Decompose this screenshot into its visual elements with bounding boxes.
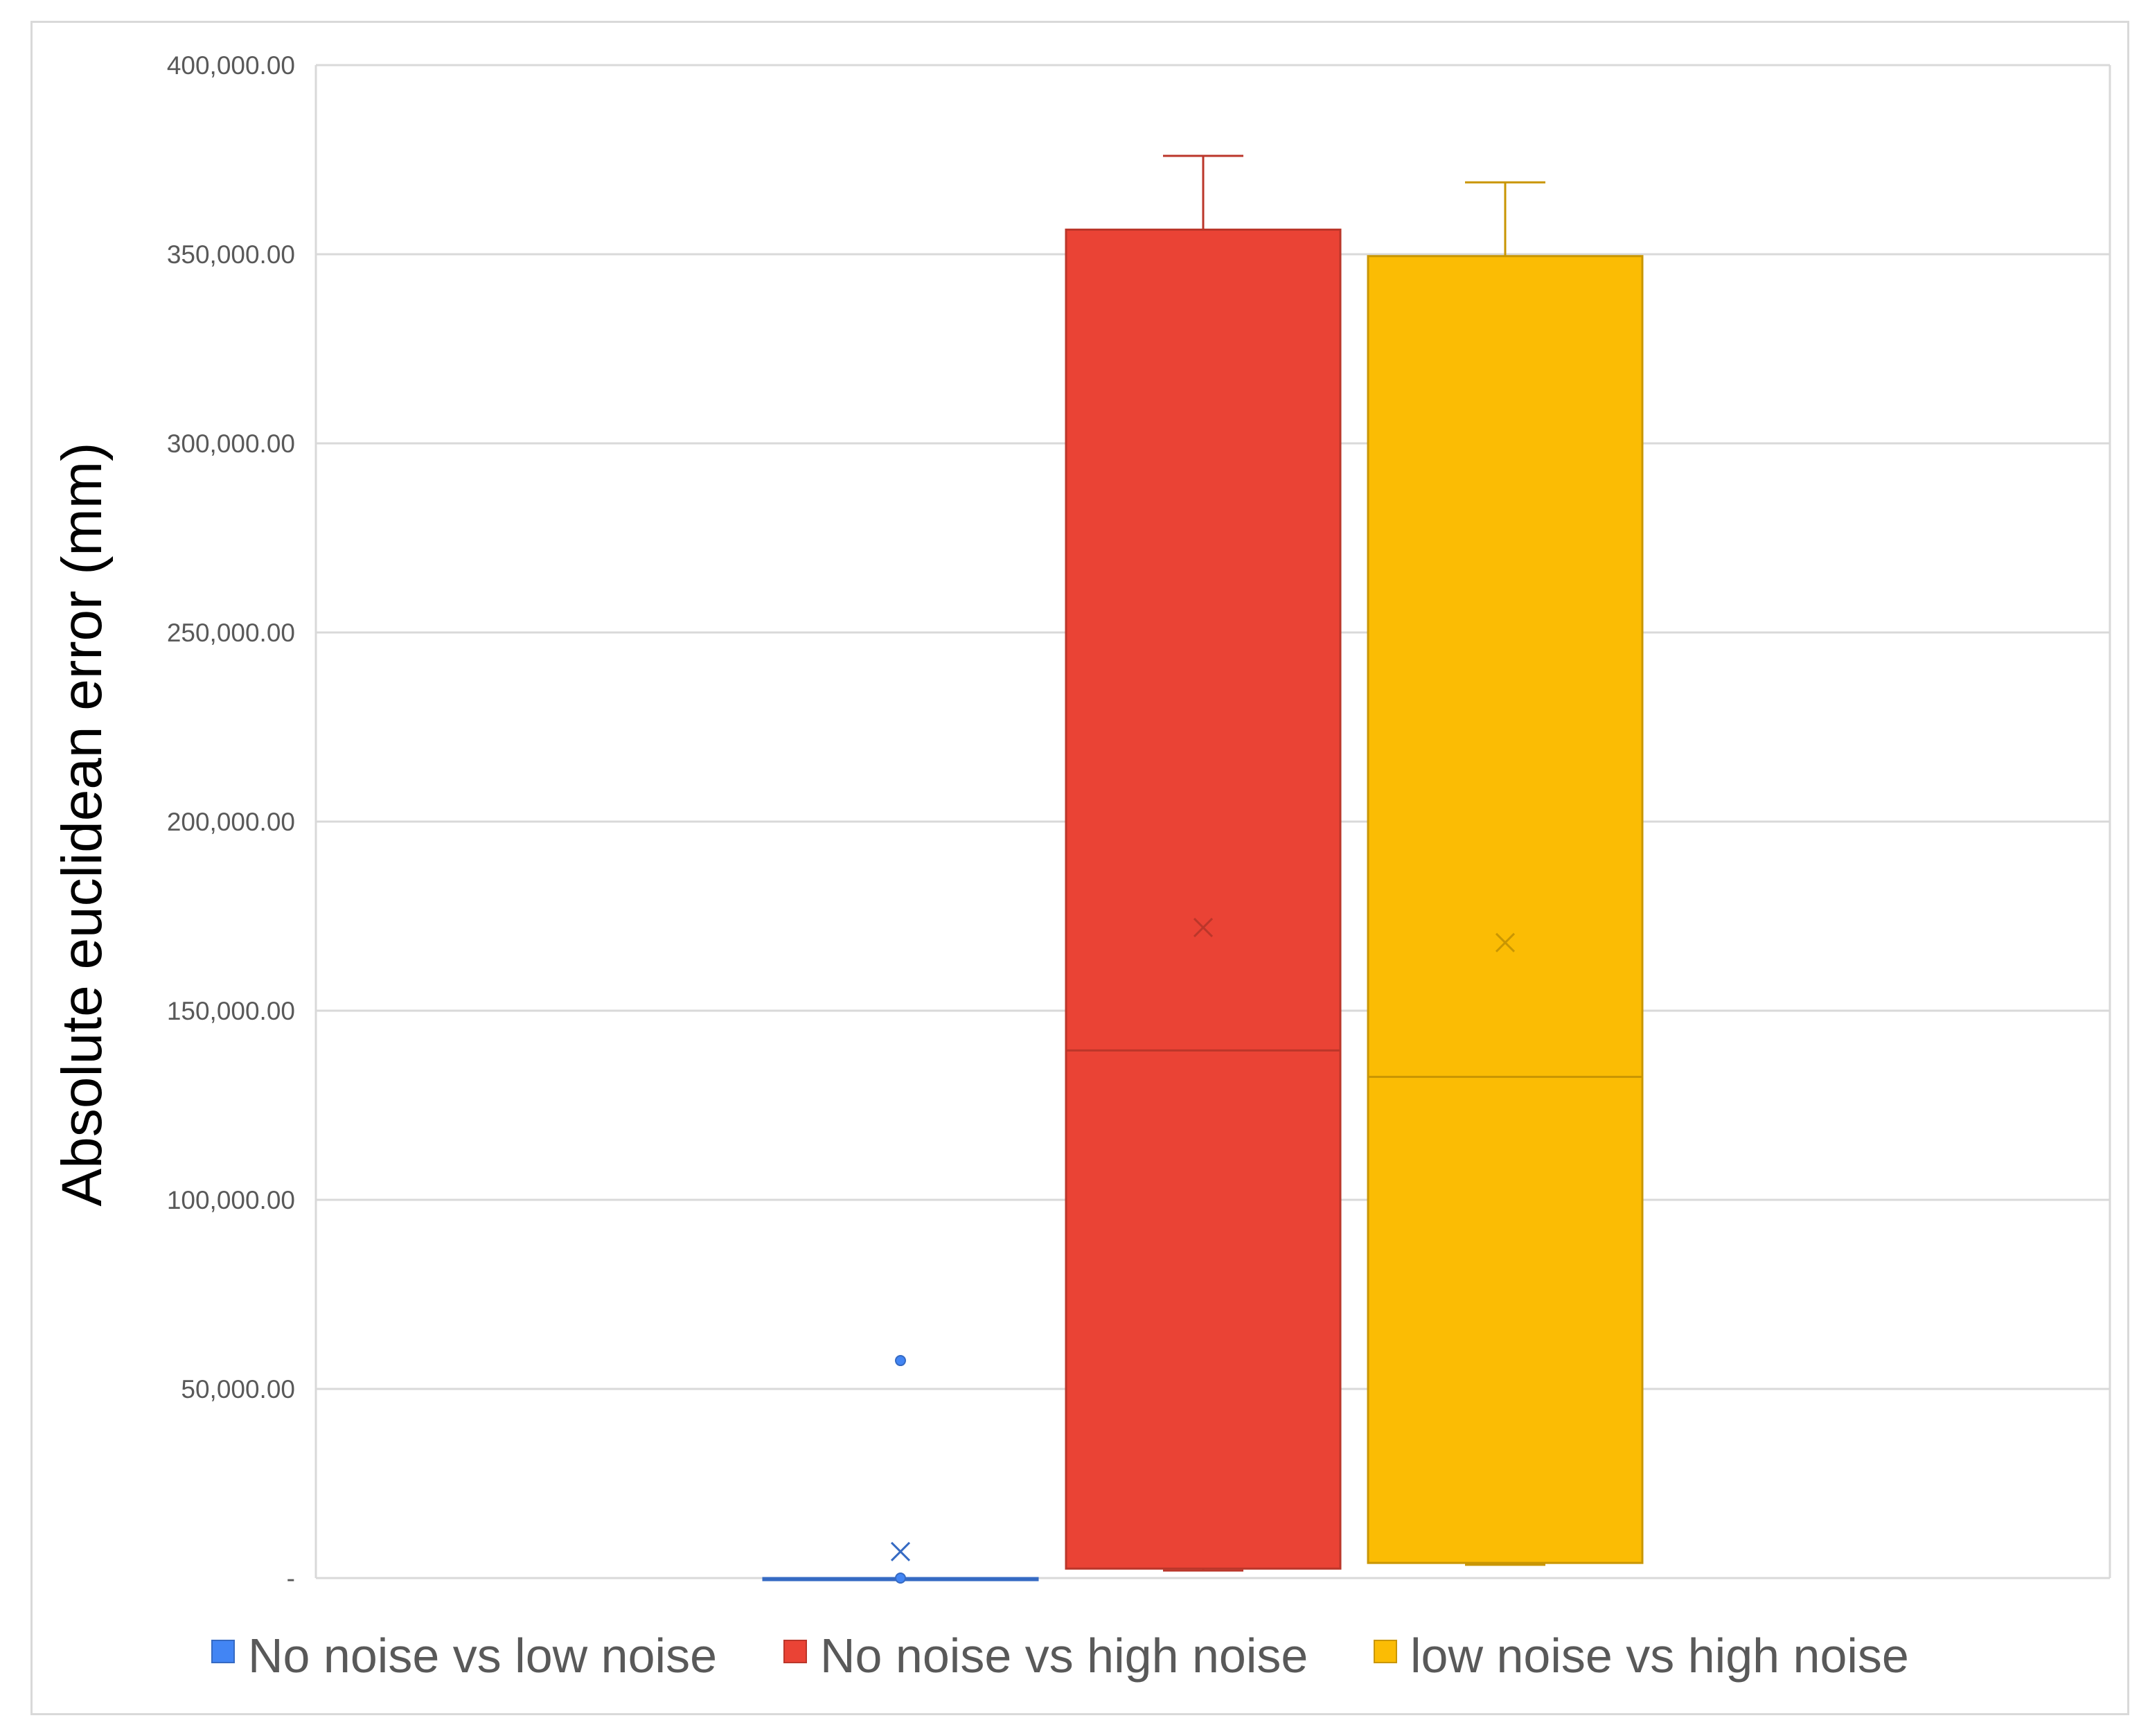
mean-marker [890, 1541, 911, 1561]
y-tick-label: 150,000.00 [167, 997, 295, 1025]
y-tick-label: - [287, 1564, 295, 1593]
box-series-2 [1065, 154, 1342, 1572]
box-iqr [1065, 229, 1342, 1570]
y-tick-label: 350,000.00 [167, 240, 295, 269]
legend: No noise vs low noise No noise vs high no… [211, 1629, 1909, 1683]
legend-item-3: low noise vs high noise [1374, 1629, 1909, 1683]
legend-item-1: No noise vs low noise [211, 1629, 717, 1683]
legend-swatch [783, 1640, 807, 1663]
legend-item-2: No noise vs high noise [783, 1629, 1308, 1683]
legend-swatch [1374, 1640, 1397, 1663]
y-tick-label: 50,000.00 [181, 1375, 295, 1403]
y-tick-label: 400,000.00 [167, 51, 295, 80]
legend-swatch [211, 1640, 235, 1663]
median-point [895, 1573, 906, 1584]
legend-label: No noise vs high noise [820, 1629, 1308, 1683]
mean-marker [1193, 917, 1214, 937]
legend-label: No noise vs low noise [248, 1629, 717, 1683]
y-tick-label: 200,000.00 [167, 808, 295, 836]
gridlines [314, 64, 2111, 1579]
y-tick-label: 250,000.00 [167, 619, 295, 647]
legend-label: low noise vs high noise [1410, 1629, 1909, 1683]
mean-marker [1495, 932, 1516, 953]
y-axis-tick-labels: - 50,000.00 100,000.00 150,000.00 200,000.00… [167, 51, 295, 1593]
box-iqr [1367, 255, 1644, 1564]
y-tick-label: 100,000.00 [167, 1186, 295, 1214]
box-series-1 [762, 1355, 1039, 1584]
box-series [762, 154, 1644, 1584]
box-series-3 [1367, 181, 1644, 1566]
y-tick-label: 300,000.00 [167, 429, 295, 458]
y-axis-title: Absolute euclidean error (mm) [51, 443, 114, 1207]
outlier-point [895, 1355, 906, 1367]
